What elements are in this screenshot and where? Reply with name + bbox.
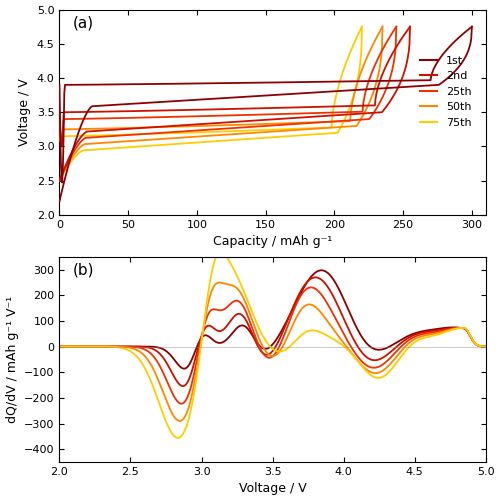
X-axis label: Capacity / mAh g⁻¹: Capacity / mAh g⁻¹ (213, 235, 332, 248)
Text: (b): (b) (72, 263, 94, 278)
Legend: 1st, 2nd, 25th, 50th, 75th: 1st, 2nd, 25th, 50th, 75th (416, 51, 476, 132)
Y-axis label: Voltage / V: Voltage / V (18, 78, 32, 146)
Y-axis label: dQ/dV / mAh g⁻¹ V⁻¹: dQ/dV / mAh g⁻¹ V⁻¹ (6, 296, 18, 423)
Text: (a): (a) (72, 16, 94, 31)
X-axis label: Voltage / V: Voltage / V (238, 482, 306, 495)
